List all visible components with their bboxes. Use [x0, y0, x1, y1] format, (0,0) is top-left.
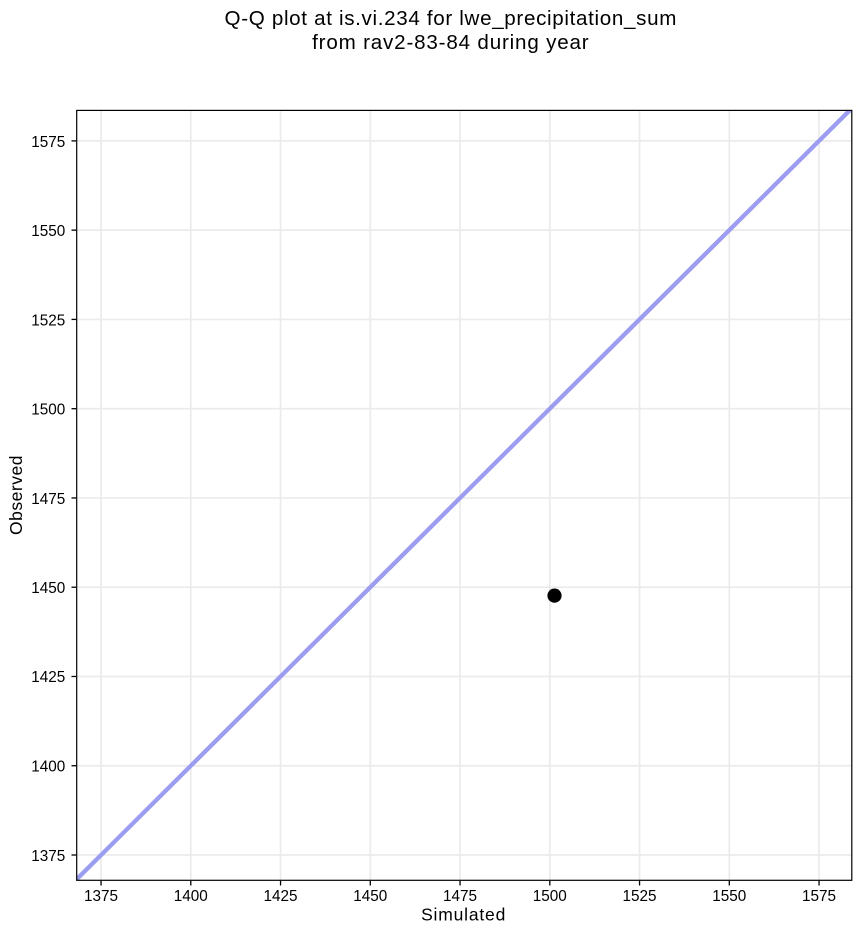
svg-text:1400: 1400 [31, 759, 65, 776]
svg-text:1550: 1550 [712, 888, 746, 905]
svg-text:from rav2-83-84 during year: from rav2-83-84 during year [312, 31, 589, 54]
svg-text:1500: 1500 [31, 402, 65, 419]
svg-text:1450: 1450 [353, 888, 387, 905]
svg-text:1525: 1525 [623, 888, 657, 905]
svg-text:Simulated: Simulated [421, 905, 506, 925]
svg-text:Observed: Observed [6, 455, 26, 535]
svg-text:1425: 1425 [264, 888, 298, 905]
svg-text:1575: 1575 [31, 134, 65, 151]
svg-text:Q-Q plot at is.vi.234 for lwe_: Q-Q plot at is.vi.234 for lwe_precipitat… [225, 7, 677, 30]
svg-text:1575: 1575 [802, 888, 836, 905]
svg-text:1375: 1375 [31, 848, 65, 865]
svg-text:1550: 1550 [31, 223, 65, 240]
svg-text:1450: 1450 [31, 580, 65, 597]
svg-text:1425: 1425 [31, 669, 65, 686]
svg-text:1475: 1475 [31, 491, 65, 508]
svg-text:1500: 1500 [533, 888, 567, 905]
svg-text:1525: 1525 [31, 312, 65, 329]
svg-text:1400: 1400 [174, 888, 208, 905]
svg-text:1475: 1475 [443, 888, 477, 905]
svg-text:1375: 1375 [84, 888, 118, 905]
